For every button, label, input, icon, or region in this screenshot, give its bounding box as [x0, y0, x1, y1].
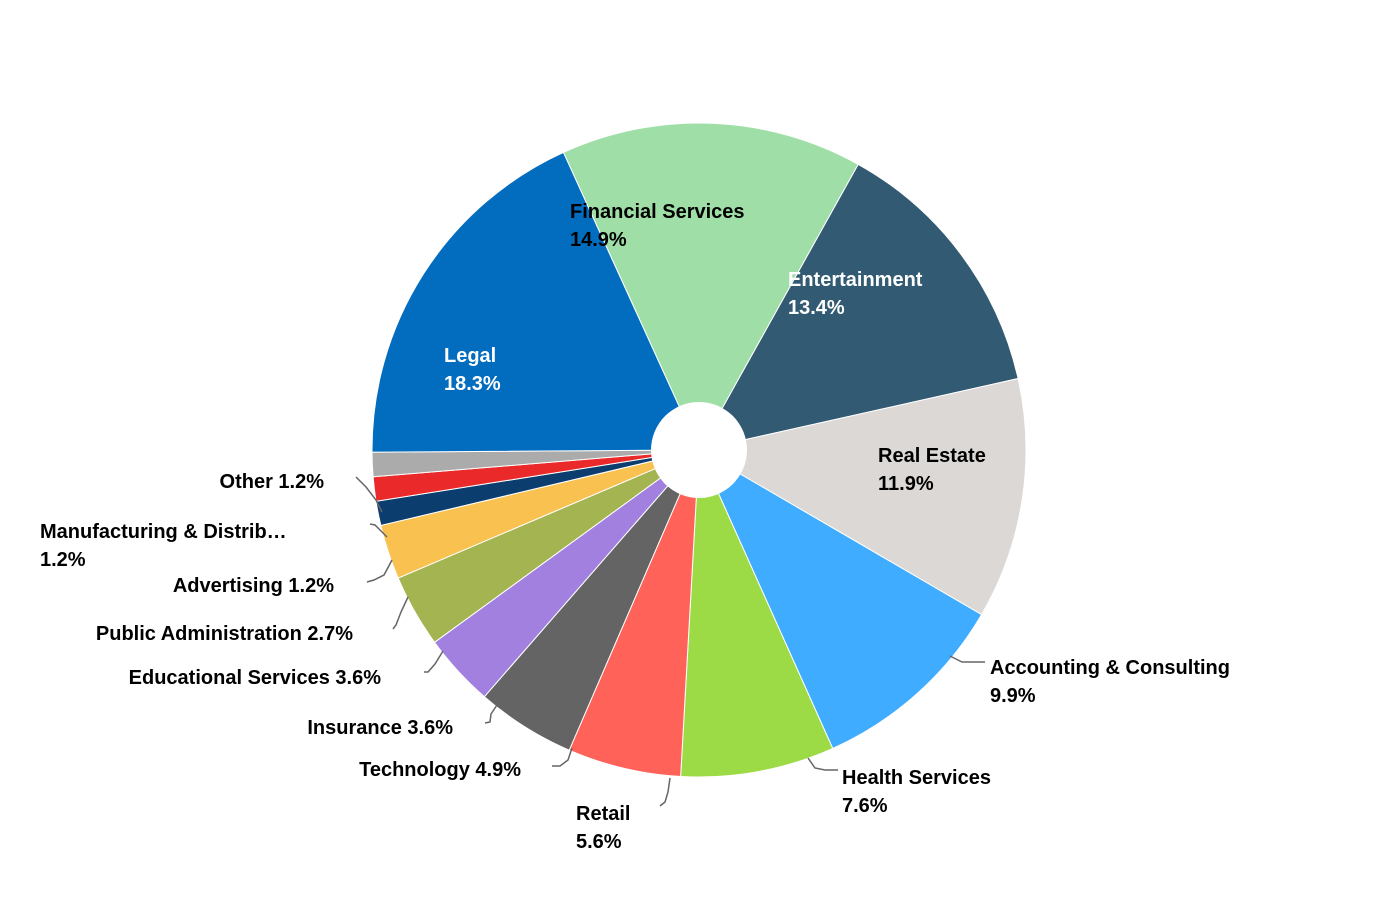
slice-label-advertising: Advertising 1.2% — [173, 575, 334, 597]
slice-label-name: Health Services — [842, 767, 991, 789]
slice-label-manufacturing-and-distribution: Manufacturing & Distrib… 1.2% — [40, 521, 287, 571]
leader-line-educational-services — [424, 650, 444, 673]
slice-label-value: 9.9% — [990, 685, 1036, 707]
leader-line-insurance — [484, 704, 498, 724]
slice-label-name: Legal — [444, 345, 496, 367]
slice-label-technology: Technology 4.9% — [359, 759, 521, 781]
pie-slice-real-estate — [697, 377, 1027, 616]
leader-line-retail — [659, 777, 671, 807]
donut-hole — [651, 402, 747, 498]
slice-label-name: Retail — [576, 803, 630, 825]
leader-line-advertising — [366, 559, 393, 583]
pie-slice-financial-services — [562, 122, 859, 452]
slice-label-entertainment: Entertainment 13.4% — [788, 269, 923, 319]
slice-label-value: 13.4% — [788, 297, 845, 319]
slice-label-name: Manufacturing & Distrib… — [40, 521, 287, 543]
slice-label-financial-services: Financial Services 14.9% — [570, 201, 745, 251]
slice-label-legal: Legal 18.3% — [444, 345, 501, 395]
slice-label-name: Real Estate — [878, 445, 986, 467]
pie-slice-health-services — [680, 449, 834, 778]
slice-label-retail: Retail 5.6% — [576, 803, 630, 853]
slice-label-value: 14.9% — [570, 229, 627, 251]
leader-line-public-administration — [392, 596, 409, 630]
leader-line-health-services — [807, 757, 838, 771]
slice-labels: Financial Services 14.9% Entertainment 13.4… — [40, 201, 1230, 853]
pie-slice-entertainment — [698, 163, 1019, 451]
slice-label-value: 11.9% — [878, 473, 934, 495]
pie-slice-legal — [371, 151, 700, 453]
slice-label-value: 1.2% — [40, 549, 86, 571]
slice-label-value: 18.3% — [444, 373, 501, 395]
slice-label-accounting-and-consulting: Accounting & Consulting 9.9% — [990, 657, 1230, 707]
leader-line-accounting-and-consulting — [949, 655, 985, 663]
leader-line-manufacturing-and-distribution — [369, 523, 388, 538]
slice-label-insurance: Insurance 3.6% — [307, 717, 453, 739]
slice-label-real-estate: Real Estate 11.9% — [878, 445, 986, 495]
slice-label-other: Other 1.2% — [220, 471, 325, 493]
slice-label-name: Entertainment — [788, 269, 923, 291]
slice-label-name: Financial Services — [570, 201, 745, 223]
slice-label-name: Accounting & Consulting — [990, 657, 1230, 679]
slice-label-health-services: Health Services 7.6% — [842, 767, 991, 817]
pie-slice-accounting-and-consulting — [697, 448, 983, 750]
leader-line-technology — [552, 747, 573, 767]
slice-label-value: 5.6% — [576, 831, 622, 853]
leader-line-other — [355, 476, 383, 513]
pie-slices — [371, 122, 1027, 778]
slice-label-value: 7.6% — [842, 795, 888, 817]
leader-lines — [355, 476, 985, 807]
slice-label-public-administration: Public Administration 2.7% — [96, 623, 353, 645]
slice-label-educational-services: Educational Services 3.6% — [129, 667, 382, 689]
